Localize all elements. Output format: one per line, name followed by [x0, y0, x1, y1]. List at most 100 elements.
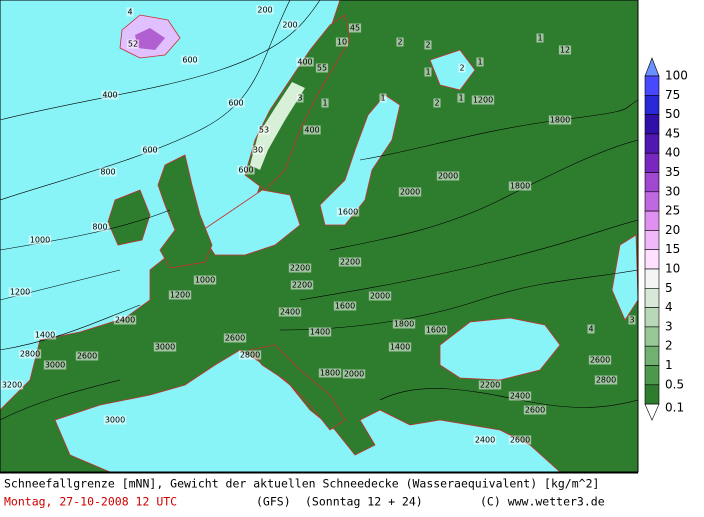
caption-copyright: (C) www.wetter3.de: [480, 495, 605, 509]
colorbar-band: [644, 326, 660, 347]
label-backdrop: [193, 275, 217, 285]
label-backdrop: [141, 145, 159, 155]
contour-label: 2800: [596, 376, 616, 385]
contour-label: 2200: [292, 281, 312, 290]
label-backdrop: [99, 167, 117, 177]
label-backdrop: [303, 125, 321, 135]
contour-label: 400: [297, 58, 312, 67]
colorbar-band: [644, 95, 660, 115]
colorbar-label: 2: [665, 339, 673, 353]
label-backdrop: [388, 342, 412, 352]
colorbar-band: [644, 345, 660, 366]
caption: Schneefallgrenze [mNN], Gewicht der aktu…: [0, 472, 638, 509]
label-backdrop: [227, 98, 245, 108]
contour-label: 1600: [338, 208, 358, 217]
label-backdrop: [101, 90, 119, 100]
label-backdrop: [508, 391, 532, 401]
label-backdrop: [594, 375, 618, 385]
label-backdrop: [181, 55, 199, 65]
contour-label: 1000: [30, 236, 50, 245]
colorbar-label: 3: [665, 319, 673, 333]
label-backdrop: [113, 315, 137, 325]
map: 524 2002004006008001000120014006006008006…: [0, 0, 639, 473]
contour-label: 4: [127, 8, 132, 17]
label-backdrop: [290, 280, 314, 290]
contour-label: 3200: [2, 381, 22, 390]
label-backdrop: [588, 355, 612, 365]
label-backdrop: [75, 351, 99, 361]
colorbar-label: 4: [665, 300, 673, 314]
contour-label: 600: [142, 146, 157, 155]
colorbar-label: 20: [665, 223, 680, 237]
colorbar-label: 25: [665, 204, 680, 218]
contour-label: 1400: [35, 331, 55, 340]
colorbar-label: 40: [665, 146, 680, 160]
label-backdrop: [508, 435, 532, 445]
label-backdrop: [251, 145, 265, 155]
contour-label: 3000: [155, 343, 175, 352]
great-britain: [157, 154, 213, 269]
label-backdrop: [457, 93, 465, 103]
label-backdrop: [338, 257, 362, 267]
map-frame: [0, 0, 639, 473]
contour-label: 1800: [510, 182, 530, 191]
label-backdrop: [335, 37, 349, 47]
label-backdrop: [18, 349, 42, 359]
label-backdrop: [257, 125, 271, 135]
iceland-snow: [135, 28, 165, 50]
colorbar-band: [644, 268, 660, 289]
contour-label: 2400: [475, 436, 495, 445]
contour-label: 2000: [400, 188, 420, 197]
contour-label: 2: [397, 38, 402, 47]
contour-label: 1: [425, 68, 430, 77]
contour-label: 2600: [225, 334, 245, 343]
colorbar-band: [644, 114, 660, 135]
colorbar-band: [644, 230, 660, 250]
contour-label: 1800: [550, 116, 570, 125]
label-backdrop: [508, 181, 532, 191]
contour-label: 600: [228, 99, 243, 108]
north-sea: [199, 189, 301, 256]
contour-label: 53: [259, 126, 269, 135]
contour-label: 2600: [590, 356, 610, 365]
label-backdrop: [392, 319, 416, 329]
contour-label: 3000: [105, 416, 125, 425]
contour-label: 2400: [510, 392, 530, 401]
colorbar-band: [644, 75, 660, 96]
contour-label: 400: [102, 91, 117, 100]
colorbar-under-arrow: [644, 403, 660, 421]
contour-label: 30: [253, 146, 263, 155]
label-backdrop: [548, 115, 572, 125]
contour-labels: 524 2002004006008001000120014006006008006…: [0, 5, 636, 445]
contour-label: 1600: [426, 326, 446, 335]
colorbar-band: [644, 287, 660, 308]
caspian-sea: [611, 234, 639, 321]
label-backdrop: [473, 435, 497, 445]
contour-label: 2600: [510, 436, 530, 445]
colorbar-label: 0.5: [665, 377, 684, 391]
colorbar-band: [644, 191, 660, 212]
colorbar-label: 1: [665, 358, 673, 372]
label-backdrop: [8, 287, 32, 297]
contour-label: 1200: [10, 288, 30, 297]
contour-label: 2400: [280, 308, 300, 317]
label-backdrop: [288, 263, 312, 273]
contour-label: 800: [100, 168, 115, 177]
contour-label: 2: [459, 64, 464, 73]
label-backdrop: [396, 37, 404, 47]
ireland: [107, 189, 151, 246]
contour-label: 2200: [340, 258, 360, 267]
label-backdrop: [424, 40, 432, 50]
white-sea: [429, 49, 476, 91]
contour-label: 2000: [370, 292, 390, 301]
label-backdrop: [628, 315, 636, 325]
contour-label: 1: [380, 94, 385, 103]
contour-label: 1200: [473, 96, 493, 105]
label-backdrop: [433, 98, 441, 108]
label-backdrop: [126, 7, 134, 17]
label-backdrop: [168, 290, 192, 300]
contour-label: 45: [350, 24, 360, 33]
contour-label: 52: [128, 40, 138, 49]
caption-title: Schneefallgrenze [mNN], Gewicht der aktu…: [4, 477, 599, 491]
contour-label: 200: [257, 6, 272, 15]
